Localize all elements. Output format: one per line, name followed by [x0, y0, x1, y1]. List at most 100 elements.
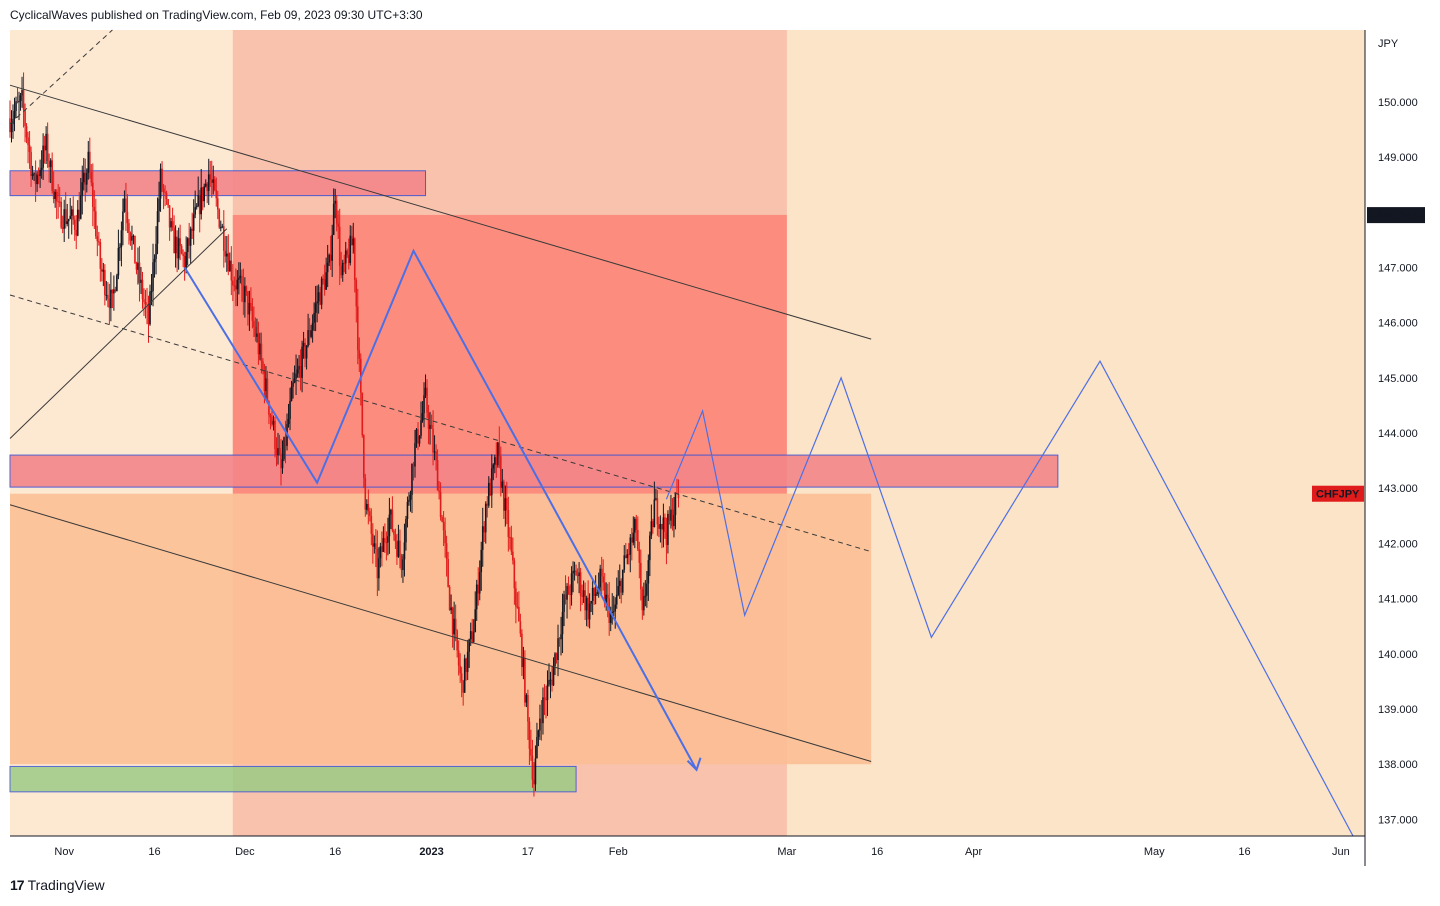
candle-body	[655, 498, 657, 500]
candle-body	[298, 365, 300, 370]
time-tick-label: May	[1144, 846, 1165, 858]
candle-body	[390, 509, 392, 515]
candle-body	[213, 179, 216, 191]
time-tick-label: 16	[871, 846, 883, 858]
candle-body	[153, 258, 156, 263]
time-tick-label: Nov	[54, 846, 74, 858]
annotation-boxes	[9, 170, 1059, 793]
candle-body	[373, 543, 376, 547]
candle-body	[614, 604, 617, 612]
candle-body	[575, 570, 577, 576]
candle-body	[48, 161, 50, 168]
candle-body	[238, 277, 240, 280]
candle-body	[382, 538, 385, 552]
candle-body	[391, 509, 394, 531]
candle-body	[299, 365, 302, 378]
candle-body	[500, 456, 502, 488]
candle-body	[388, 514, 391, 537]
candle-body	[665, 531, 668, 545]
candle-body	[334, 200, 336, 204]
candle-body	[668, 513, 671, 521]
candle-body	[31, 173, 34, 177]
candle-body	[304, 342, 306, 359]
candle-body	[16, 101, 19, 103]
candle-body	[573, 570, 576, 572]
candle-body	[557, 638, 559, 661]
candle-body	[358, 350, 361, 359]
candle-body	[429, 424, 431, 429]
candle-body	[125, 198, 127, 213]
price-tag-label: 147.947	[1377, 210, 1417, 222]
price-axis[interactable]: JPY 150.000149.000147.000146.000145.0001…	[1312, 30, 1427, 866]
candle-body	[116, 275, 118, 292]
candle-body	[355, 280, 358, 307]
candle-body	[534, 758, 537, 785]
candle-body	[128, 223, 130, 233]
candle-body	[653, 499, 656, 528]
candle-body	[189, 228, 192, 246]
candle-body	[337, 223, 340, 227]
candle-body	[81, 182, 84, 196]
candle-body	[212, 179, 215, 183]
candle-body	[558, 638, 561, 640]
candle-body	[236, 279, 239, 290]
candle-body	[274, 420, 276, 449]
candle-body	[108, 298, 111, 309]
candle-body	[76, 209, 79, 236]
candle-body	[239, 275, 242, 278]
candle-body	[272, 420, 275, 425]
candle-body	[99, 241, 102, 269]
candle-body	[43, 145, 46, 151]
symbol-tag-label: CHFJPY	[1316, 489, 1360, 501]
candle-body	[168, 205, 171, 228]
candle-body	[24, 109, 26, 126]
candle-body	[396, 541, 398, 557]
candle-body	[600, 568, 603, 577]
candle-body	[424, 387, 427, 396]
candle-body	[165, 192, 168, 200]
candle-body	[521, 633, 523, 668]
candle-body	[582, 590, 585, 597]
candle-body	[204, 183, 207, 187]
candle-body	[399, 540, 401, 557]
candle-body	[332, 203, 335, 235]
candle-body	[664, 517, 666, 532]
time-axis[interactable]: Nov 16 Dec 16 2023 17 Feb Mar 16 Apr May 16 Jun	[10, 835, 1365, 858]
candle-body	[674, 492, 677, 515]
candle-body	[305, 345, 308, 359]
candle-body	[27, 137, 29, 146]
candle-body	[646, 583, 648, 596]
candle-body	[284, 437, 287, 446]
time-tick-label: Feb	[609, 846, 628, 858]
candle-body	[162, 188, 165, 192]
candle-body	[195, 206, 198, 208]
candle-body	[564, 594, 567, 600]
candle-body	[203, 186, 206, 202]
candle-body	[269, 414, 272, 418]
candle-body	[15, 101, 17, 111]
candle-body	[468, 639, 470, 652]
candle-body	[52, 190, 55, 199]
candle-body	[156, 211, 159, 244]
candle-body	[572, 570, 574, 574]
candle-body	[501, 481, 504, 488]
candle-body	[10, 124, 13, 133]
candle-body	[344, 250, 347, 264]
candle-body	[188, 238, 190, 246]
shaded-zone	[232, 214, 787, 494]
candle-body	[123, 198, 126, 212]
candle-body	[412, 463, 415, 467]
candle-body	[436, 460, 439, 491]
candle-body	[19, 95, 22, 101]
candle-body	[518, 606, 520, 622]
candle-body	[216, 198, 219, 210]
candle-body	[30, 151, 32, 177]
candle-body	[250, 302, 252, 307]
candle-body	[530, 748, 532, 756]
candle-body	[51, 160, 53, 191]
candle-body	[498, 442, 501, 457]
candle-body	[438, 490, 440, 492]
plot-area[interactable]	[9, 29, 1365, 837]
candle-body	[602, 576, 604, 583]
